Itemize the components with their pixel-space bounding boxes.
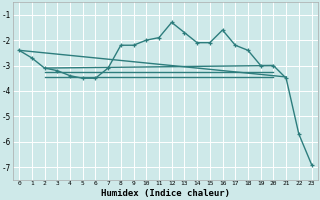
X-axis label: Humidex (Indice chaleur): Humidex (Indice chaleur) bbox=[101, 189, 230, 198]
